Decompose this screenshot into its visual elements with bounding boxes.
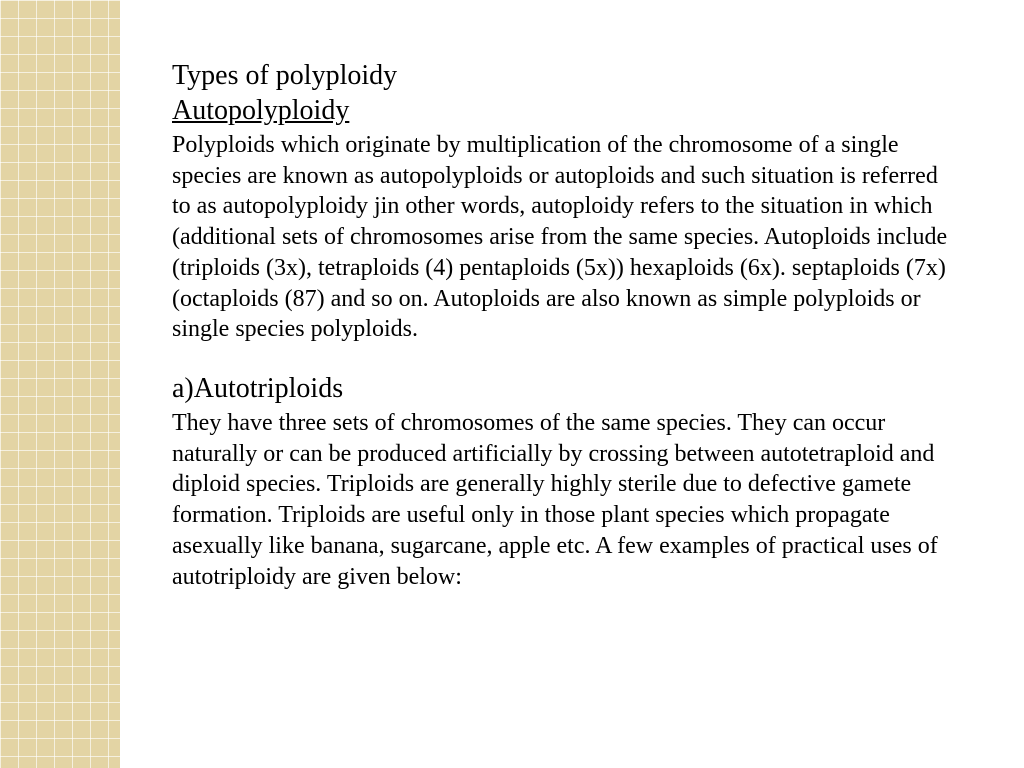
paragraph-autopolyploidy: Polyploids which originate by multiplica… bbox=[172, 130, 962, 345]
spacer bbox=[172, 345, 962, 371]
slide-title: Types of polyploidy bbox=[172, 58, 962, 93]
paragraph-autotriploids: They have three sets of chromosomes of t… bbox=[172, 408, 962, 592]
slide-left-border bbox=[0, 0, 120, 768]
section-a-heading: a)Autotriploids bbox=[172, 371, 962, 406]
slide-content: Types of polyploidy Autopolyploidy Polyp… bbox=[172, 58, 962, 592]
slide-subtitle: Autopolyploidy bbox=[172, 93, 962, 128]
